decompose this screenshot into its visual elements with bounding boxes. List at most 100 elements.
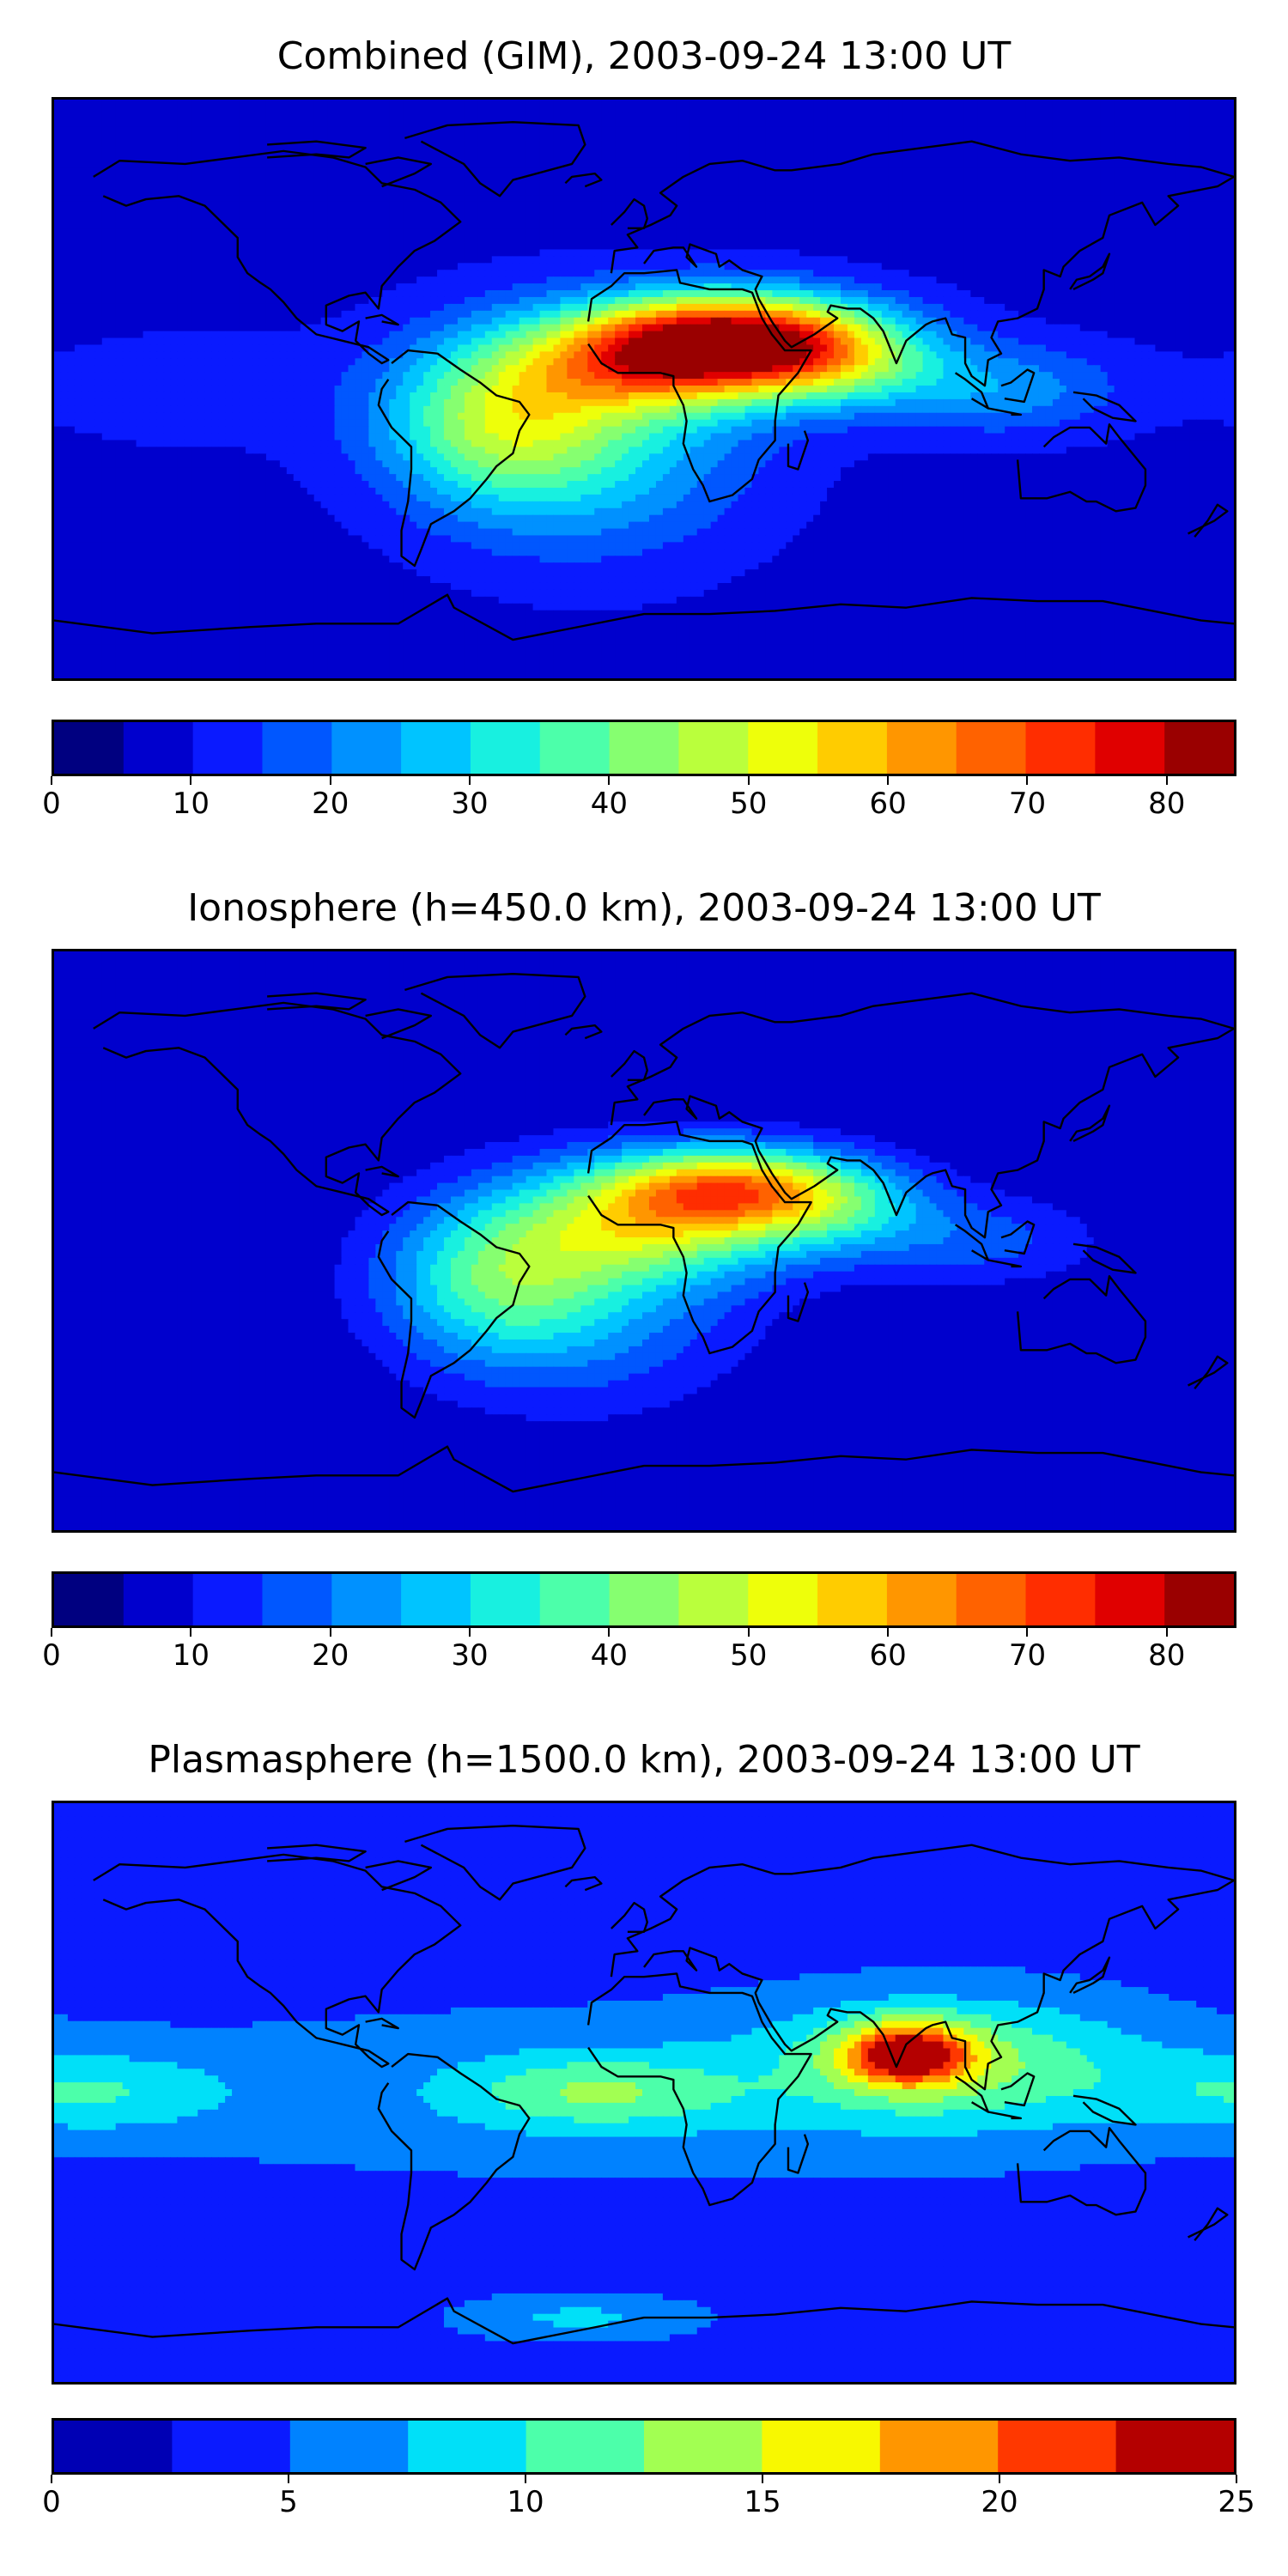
colorbar-combined <box>52 720 1236 776</box>
coastline-12 <box>987 407 1023 416</box>
colorbar-segment-6 <box>762 2421 881 2472</box>
colorbar-tick-label: 30 <box>451 787 488 821</box>
coastline-14 <box>1072 391 1137 422</box>
chart-title-ionosphere: Ionosphere (h=450.0 km), 2003-09-24 13:0… <box>52 886 1236 931</box>
colorbar-tick-label: 25 <box>1218 2485 1255 2519</box>
coastline-11 <box>954 372 989 410</box>
coastline-16 <box>365 313 399 326</box>
coastlines <box>54 1824 1234 2345</box>
colorbar-ionosphere <box>52 1571 1236 1628</box>
coastline-14 <box>1072 2094 1137 2126</box>
colorbar-tick-label: 0 <box>42 2485 61 2519</box>
coastline-7 <box>611 1049 648 1081</box>
coastline-13 <box>1000 368 1036 404</box>
colorbar-segment-1 <box>123 722 194 774</box>
chart-title-plasmasphere: Plasmasphere (h=1500.0 km), 2003-09-24 1… <box>52 1738 1236 1783</box>
colorbar-segment-12 <box>886 722 957 774</box>
colorbar-tick-mark <box>1026 776 1029 785</box>
coastline-17 <box>267 1844 367 1862</box>
coastline-12 <box>987 1259 1023 1268</box>
coastline-8 <box>1069 1956 1111 1995</box>
coastline-1 <box>377 1200 531 1419</box>
coastline-13 <box>1000 2072 1036 2107</box>
coastline-16 <box>365 2017 399 2030</box>
colorbar-segment-13 <box>956 1574 1027 1625</box>
colorbar-tick-mark <box>329 776 331 785</box>
colorbar-segment-8 <box>609 1574 679 1625</box>
colorbar-tick-mark <box>608 1628 611 1637</box>
colorbar-tick-mark <box>190 1628 192 1637</box>
colorbar-segment-5 <box>401 722 471 774</box>
coastline-13 <box>1000 1220 1036 1255</box>
colorbar-segment-2 <box>289 2421 409 2472</box>
coastlines <box>54 120 1234 641</box>
colorbar-segment-0 <box>54 1574 125 1625</box>
colorbar-tick-mark <box>747 1628 750 1637</box>
coastline-5 <box>54 2297 1234 2345</box>
colorbar-segment-16 <box>1164 722 1234 774</box>
colorbar-tick-label: 50 <box>730 787 767 821</box>
colorbar-svg-ionosphere <box>54 1574 1234 1625</box>
colorbar-tick-label: 70 <box>1009 1638 1046 1673</box>
colorbar-plasmasphere <box>52 2418 1236 2475</box>
colorbar-tick-mark <box>887 1628 890 1637</box>
colorbar-tick-label: 60 <box>869 1638 906 1673</box>
coastline-6 <box>404 1824 586 1901</box>
colorbar-tick-mark <box>1165 1628 1168 1637</box>
colorbar-tick-mark <box>525 2475 526 2483</box>
colorbar-segment-8 <box>609 722 679 774</box>
colorbar-tick-label: 20 <box>312 787 349 821</box>
coastlines <box>54 972 1234 1493</box>
colorbar-segment-1 <box>172 2421 291 2472</box>
colorbar-segment-2 <box>192 722 263 774</box>
coastline-15 <box>1188 503 1229 538</box>
coastline-15 <box>1188 1355 1229 1390</box>
coastline-5 <box>54 1445 1234 1493</box>
coastline-12 <box>987 2111 1023 2120</box>
colorbar-svg-plasmasphere <box>54 2421 1234 2472</box>
colorbar-tick-label: 40 <box>591 1638 628 1673</box>
colorbar-segment-10 <box>748 722 818 774</box>
coastline-3 <box>610 140 1234 387</box>
colorbar-segment-6 <box>470 1574 541 1625</box>
colorbar-tick-label: 30 <box>451 1638 488 1673</box>
colorbar-segment-9 <box>678 722 749 774</box>
colorbar-segment-3 <box>262 1574 332 1625</box>
coastline-14 <box>1072 1242 1137 1274</box>
colorbar-tick-label: 15 <box>744 2485 781 2519</box>
coastline-3 <box>610 1844 1234 2091</box>
colorbar-tick-label: 10 <box>173 787 210 821</box>
colorbar-tick-label: 10 <box>173 1638 210 1673</box>
colorbar-segment-0 <box>54 2421 173 2472</box>
colorbar-segment-3 <box>262 722 332 774</box>
coastline-15 <box>1188 2207 1229 2242</box>
coastline-7 <box>611 197 648 229</box>
coastline-17 <box>267 140 367 159</box>
colorbar-svg-combined <box>54 722 1234 774</box>
chart-title-combined: Combined (GIM), 2003-09-24 13:00 UT <box>52 34 1236 79</box>
colorbar-segment-11 <box>817 1574 888 1625</box>
colorbar-segment-11 <box>817 722 888 774</box>
field-cells <box>54 100 1234 678</box>
coastline-18 <box>365 1860 433 1892</box>
colorbar-segment-8 <box>998 2421 1117 2472</box>
coastline-4 <box>1016 423 1147 513</box>
colorbar-tick-label: 80 <box>1148 1638 1185 1673</box>
colorbar-tick-label: 50 <box>730 1638 767 1673</box>
colorbar-segment-13 <box>956 722 1027 774</box>
colorbar-segment-4 <box>331 1574 402 1625</box>
colorbar-tick-mark <box>1236 2475 1237 2483</box>
field-cells <box>54 1803 1234 2382</box>
coastline-0 <box>93 1001 462 1217</box>
colorbar-tick-mark <box>887 776 890 785</box>
colorbar-ticks-combined: 0 10 20 30 40 50 60 70 80 <box>42 776 1236 828</box>
colorbar-tick-mark <box>608 776 611 785</box>
coastline-8 <box>1069 1104 1111 1143</box>
coastline-4 <box>1016 1275 1147 1364</box>
coastline-6 <box>404 120 586 197</box>
map-svg-plasmasphere <box>54 1803 1234 2382</box>
colorbar-tick-mark <box>1026 1628 1029 1637</box>
colorbar-tick-label: 70 <box>1009 787 1046 821</box>
colorbar-tick-mark <box>747 776 750 785</box>
field-cells <box>54 951 1234 1530</box>
